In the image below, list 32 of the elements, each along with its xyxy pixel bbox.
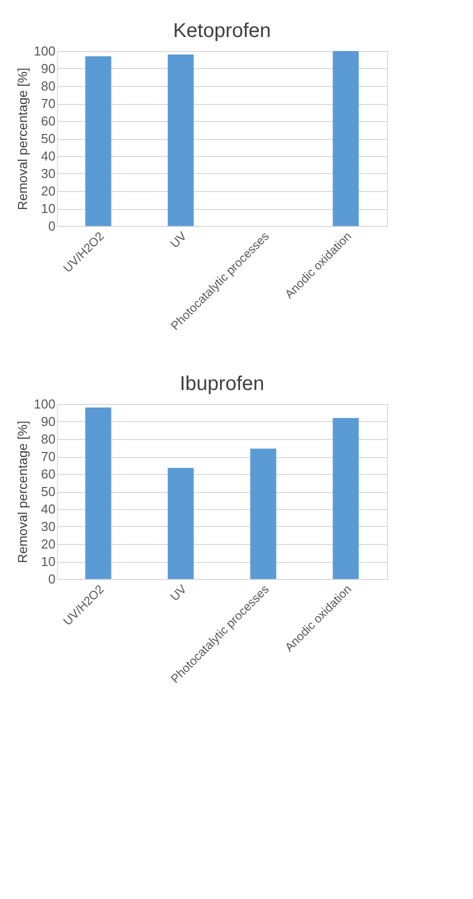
y-tick-label: 60 xyxy=(41,114,56,128)
y-tick-label: 50 xyxy=(41,131,56,146)
y-tick-label: 60 xyxy=(41,466,56,482)
y-axis-title: Removal percentage [%] xyxy=(14,420,30,564)
y-tick-label: 20 xyxy=(41,184,56,198)
y-tick-label: 50 xyxy=(41,484,56,499)
y-tick-label: 90 xyxy=(41,61,56,76)
y-tick-label: 90 xyxy=(41,414,56,429)
y-tick-label: 80 xyxy=(41,432,56,446)
y-tick-label: 30 xyxy=(41,519,56,534)
y-tick-label: 100 xyxy=(34,396,56,412)
y-tick-label: 70 xyxy=(41,96,56,111)
chart-title: Ibuprofen xyxy=(180,373,264,395)
y-tick-label: 10 xyxy=(41,201,56,216)
y-tick-label: 70 xyxy=(41,449,56,464)
y-tick-label: 100 xyxy=(34,44,56,58)
y-axis-title: Removal percentage [%] xyxy=(14,68,30,210)
x-tick-label: UV xyxy=(168,229,190,251)
y-tick-label: 20 xyxy=(41,536,56,552)
y-tick-label: 30 xyxy=(41,166,56,181)
bar xyxy=(250,448,276,579)
x-tick-label: UV xyxy=(168,582,190,604)
bar xyxy=(168,468,194,579)
bar xyxy=(85,408,112,579)
y-tick-label: 80 xyxy=(41,78,56,94)
y-tick-label: 0 xyxy=(48,572,56,586)
bar xyxy=(332,418,359,579)
y-tick-label: 10 xyxy=(41,554,56,569)
chart-title: Ketoprofen xyxy=(173,20,271,42)
y-tick-label: 0 xyxy=(48,218,56,234)
y-tick-label: 40 xyxy=(41,148,56,164)
y-tick-label: 40 xyxy=(41,502,56,516)
